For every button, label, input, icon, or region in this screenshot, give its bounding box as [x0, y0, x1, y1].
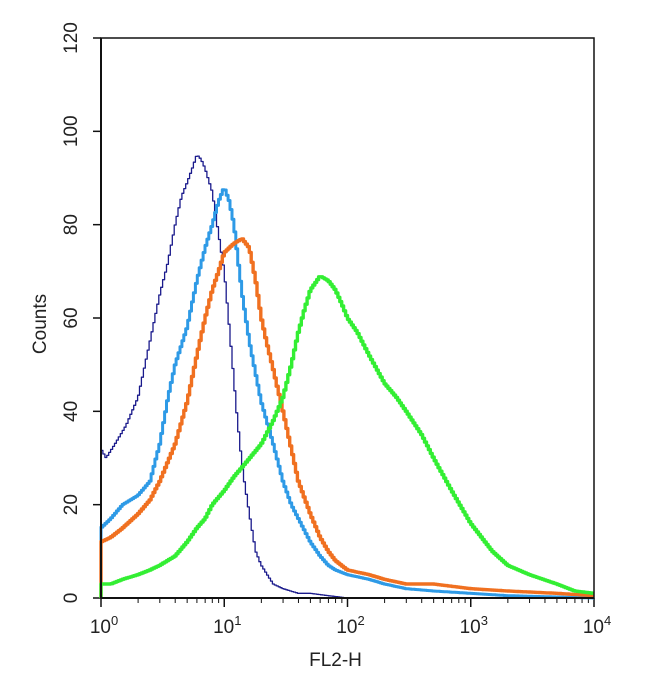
- x-tick-label-exponent: 0: [111, 613, 118, 628]
- y-tick-label: 100: [61, 115, 82, 147]
- x-tick-label-base: 10: [583, 617, 604, 638]
- histogram-series-1: [100, 155, 594, 599]
- x-tick-label: 102: [336, 613, 364, 638]
- series-layer: [99, 155, 594, 600]
- x-axis-ticks: 100 101 102 103 104: [90, 598, 611, 638]
- x-tick-label-base: 10: [213, 617, 234, 638]
- x-tick-label-base: 10: [460, 617, 481, 638]
- y-tick-label: 40: [61, 401, 82, 422]
- x-tick-label-exponent: 1: [234, 613, 241, 628]
- x-axis-title: FL2-H: [309, 650, 362, 671]
- x-tick-label-base: 10: [336, 617, 357, 638]
- y-tick-label: 80: [61, 214, 82, 235]
- y-tick-label: 120: [61, 22, 82, 54]
- y-axis-title: Counts: [30, 294, 51, 354]
- x-tick-label-base: 10: [90, 617, 111, 638]
- y-axis-ticks: 0 20 40 60 80 100 120: [61, 22, 101, 603]
- y-tick-label: 0: [61, 593, 82, 604]
- histogram-series-3: [99, 237, 594, 598]
- x-tick-label-exponent: 3: [481, 613, 488, 628]
- histogram-series-4: [99, 275, 594, 598]
- x-tick-label: 100: [90, 613, 118, 638]
- y-tick-label: 60: [61, 307, 82, 328]
- x-tick-label: 103: [460, 613, 488, 638]
- x-tick-label: 104: [583, 613, 611, 638]
- x-tick-label-exponent: 4: [604, 613, 611, 628]
- x-tick-label-exponent: 2: [357, 613, 364, 628]
- x-tick-label: 101: [213, 613, 241, 638]
- histogram-series-2: [99, 188, 594, 600]
- y-tick-label: 20: [61, 494, 82, 515]
